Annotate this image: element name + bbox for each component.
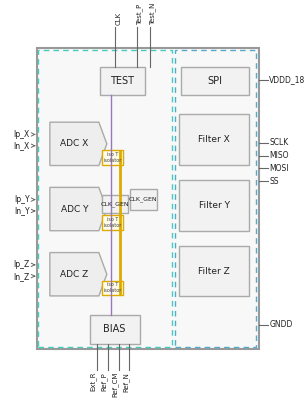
Text: Filter X: Filter X [198, 135, 230, 144]
Text: SCLK: SCLK [269, 138, 289, 147]
Bar [100, 66, 145, 95]
Text: ADC Y: ADC Y [61, 204, 88, 214]
Text: SS: SS [269, 177, 279, 186]
Bar [102, 281, 123, 295]
Text: In_Z: In_Z [14, 272, 30, 281]
Text: BIAS: BIAS [103, 324, 126, 334]
Bar [130, 189, 157, 210]
Text: CLK_GEN: CLK_GEN [100, 201, 129, 207]
Polygon shape [50, 252, 107, 296]
Text: isolator: isolator [103, 158, 122, 163]
Text: VDDD_18: VDDD_18 [269, 75, 306, 84]
Text: TEST: TEST [111, 76, 135, 86]
Text: Ref_P: Ref_P [101, 372, 108, 391]
Text: In_Y: In_Y [14, 206, 30, 216]
Text: CLK_GEN: CLK_GEN [129, 196, 157, 202]
Bar [102, 216, 123, 230]
Text: iso T: iso T [107, 282, 118, 287]
Text: Ref_N: Ref_N [123, 372, 129, 392]
Text: GNDD: GNDD [269, 320, 293, 329]
Bar [180, 246, 249, 296]
Bar [180, 180, 249, 230]
Text: Ip_X: Ip_X [14, 130, 30, 139]
Text: iso T: iso T [107, 152, 118, 157]
Text: CLK: CLK [116, 12, 121, 25]
Text: SPI: SPI [208, 76, 223, 86]
Bar [102, 150, 123, 164]
Bar [102, 195, 128, 213]
Text: isolator: isolator [103, 223, 122, 228]
Text: Test_P: Test_P [137, 4, 144, 25]
Polygon shape [50, 122, 107, 166]
Text: In_X: In_X [14, 141, 30, 150]
Text: isolator: isolator [103, 288, 122, 293]
Text: Test_N: Test_N [150, 3, 156, 25]
Text: Ip_Y: Ip_Y [14, 195, 30, 204]
Bar [37, 48, 259, 349]
Text: Filter Z: Filter Z [198, 266, 230, 276]
Bar [180, 114, 249, 164]
Text: MOSI: MOSI [269, 164, 289, 173]
Bar [181, 66, 249, 95]
Text: MISO: MISO [269, 151, 289, 160]
Text: Ref_CM: Ref_CM [112, 372, 119, 397]
Text: Filter Y: Filter Y [199, 200, 230, 210]
Bar [90, 315, 140, 344]
Text: iso T: iso T [107, 217, 118, 222]
Bar [175, 50, 256, 347]
Text: ADC X: ADC X [60, 139, 88, 148]
Text: Ext_R: Ext_R [90, 372, 97, 391]
Bar [38, 50, 172, 347]
Polygon shape [50, 187, 107, 231]
Text: ADC Z: ADC Z [60, 270, 88, 279]
Text: Ip_Z: Ip_Z [14, 260, 30, 269]
